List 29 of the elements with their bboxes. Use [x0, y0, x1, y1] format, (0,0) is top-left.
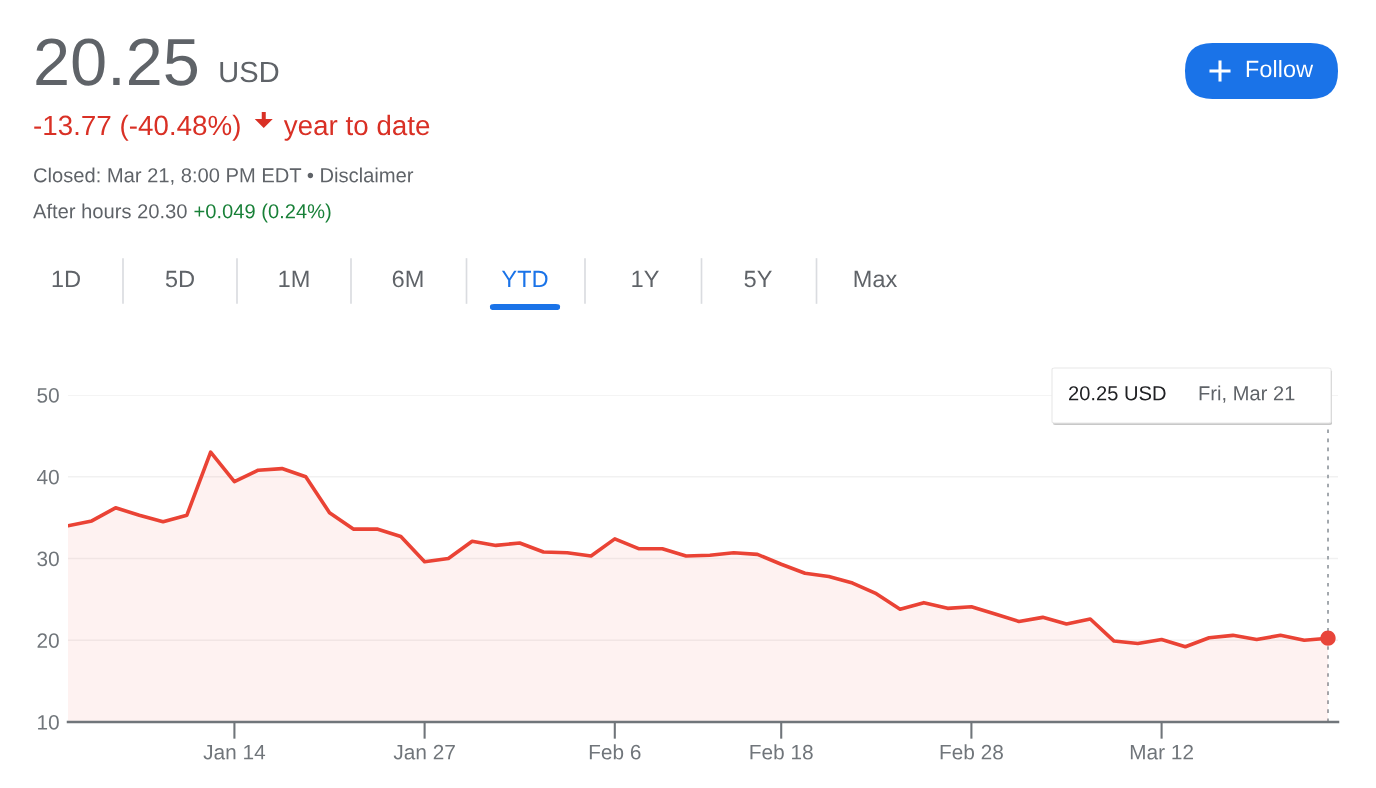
text: year to date: [283, 114, 430, 141]
text: -13.77 (-40.48%): [34, 114, 240, 141]
y-tick-label: 30: [37, 551, 59, 567]
text: 5D: [165, 270, 194, 288]
text: 1M: [279, 270, 309, 288]
y-tick-label: 50: [37, 388, 59, 403]
x-tick-label: Feb 28: [940, 744, 1003, 760]
text: Max: [854, 270, 898, 288]
y-tick-label: 20: [37, 633, 59, 648]
x-tick-label: Feb 18: [750, 744, 813, 760]
text: Closed: Mar 21, 8:00 PM EDT • Disclaimer: [34, 167, 414, 185]
chart-title: 20.25: [36, 38, 198, 86]
text: 6M: [392, 270, 423, 288]
text: +0.049 (0.24%): [194, 203, 331, 223]
x-tick-label: Jan 14: [203, 744, 266, 760]
chart-subtitle: USD: [220, 61, 279, 83]
annotation: 20.25 USD: [1069, 386, 1166, 401]
text: 1Y: [632, 270, 659, 288]
text: After hours 20.30: [33, 203, 187, 219]
x-tick-label: Jan 27: [393, 744, 455, 760]
x-tick-label: Feb 6: [589, 744, 641, 760]
text: 1D: [52, 270, 80, 288]
text: YTD: [501, 270, 548, 288]
y-tick-label: 40: [36, 469, 59, 485]
text: 5Y: [744, 270, 772, 288]
y-tick-label: 10: [38, 715, 59, 730]
text: Follow: [1246, 60, 1314, 78]
x-tick-label: Mar 12: [1130, 744, 1193, 760]
annotation: Fri, Mar 21: [1199, 385, 1295, 403]
